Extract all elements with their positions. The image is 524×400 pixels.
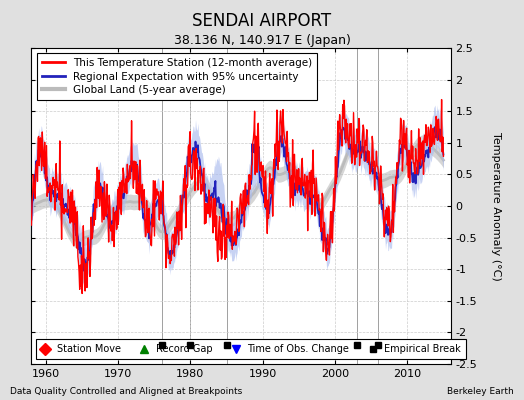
Y-axis label: Temperature Anomaly (°C): Temperature Anomaly (°C): [491, 132, 501, 280]
Text: 38.136 N, 140.917 E (Japan): 38.136 N, 140.917 E (Japan): [173, 34, 351, 47]
Legend: Station Move, Record Gap, Time of Obs. Change, Empirical Break: Station Move, Record Gap, Time of Obs. C…: [36, 340, 466, 359]
Text: Data Quality Controlled and Aligned at Breakpoints: Data Quality Controlled and Aligned at B…: [10, 387, 243, 396]
Text: Berkeley Earth: Berkeley Earth: [447, 387, 514, 396]
Text: SENDAI AIRPORT: SENDAI AIRPORT: [192, 12, 332, 30]
